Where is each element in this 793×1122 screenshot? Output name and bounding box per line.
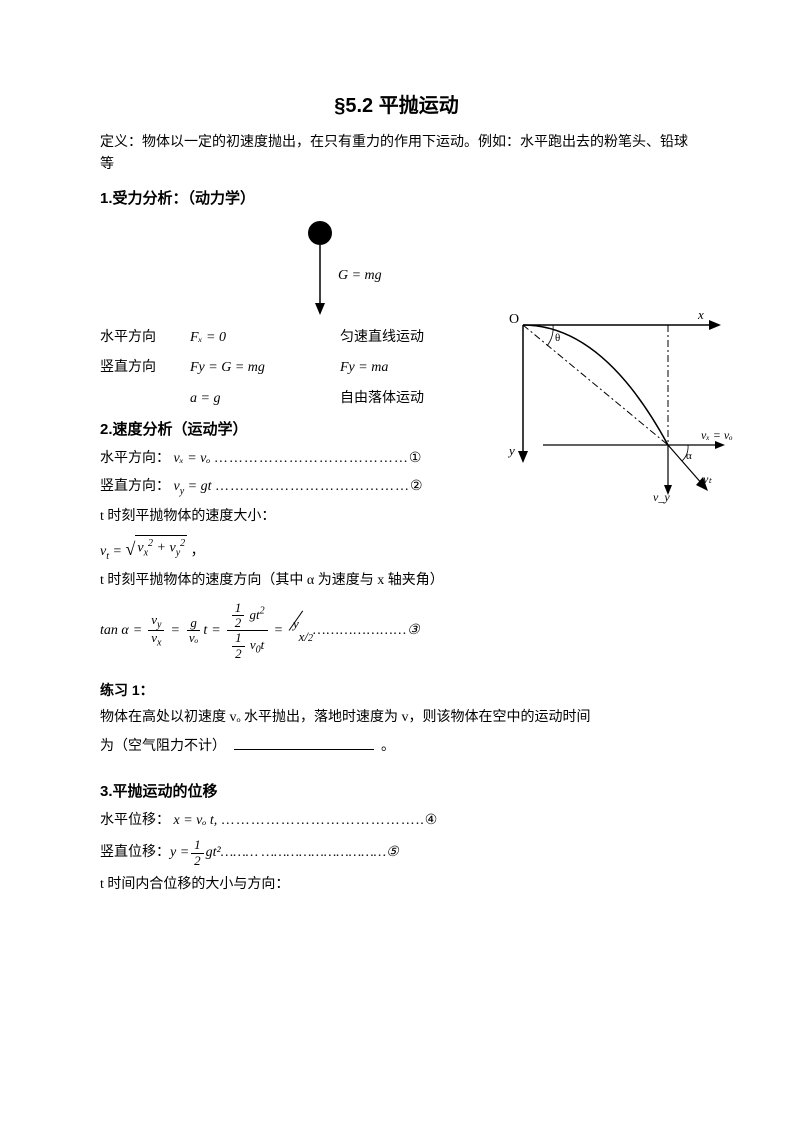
alpha-label: α <box>686 450 692 462</box>
ex1-suffix: 。 <box>381 739 395 754</box>
exercise-1-heading: 练习 1： <box>100 679 693 701</box>
tan-label: tan α <box>100 620 129 642</box>
row-h-label: 水平方向 <box>100 327 190 349</box>
disp-v-label: 竖直位移： <box>100 842 170 864</box>
displacement-vertical: 竖直位移： y = 1 2 gt²……… …………………………⑤ <box>100 838 693 868</box>
vel-h-label: 水平方向： <box>100 451 170 466</box>
force-diagram: G = mg <box>280 219 460 319</box>
vel-v-dots: …………………………………② <box>215 476 424 498</box>
vel-h-eq: vₓ = vₒ <box>174 451 211 466</box>
disp-h-dots: …………………………………..④ <box>221 810 439 832</box>
tan-dots: …………………③ <box>313 620 421 642</box>
vt-label: vₜ <box>703 472 712 486</box>
exercise-1-line2: 为（空气阻力不计） 。 <box>100 736 693 758</box>
tan-diag-frac: y x/2 <box>287 614 313 648</box>
theta-label: θ <box>555 332 560 344</box>
tan-frac-3: 12 gt2 12 v0t <box>227 601 268 661</box>
sqrt-expr: √ vx2 + vy2 <box>125 535 187 564</box>
tan-t: t <box>203 620 207 642</box>
vx-label: vₓ = vₒ <box>701 428 733 442</box>
row-h-eq2: 匀速直线运动 <box>340 327 424 349</box>
displacement-combined-intro: t 时间内合位移的大小与方向： <box>100 874 693 896</box>
disp-v-suffix: gt²……… …………………………⑤ <box>206 842 399 864</box>
vel-v-eq: vy = gt <box>174 479 212 494</box>
row-v-eq1: Fy = G = mg <box>190 357 340 379</box>
vel-v-label: 竖直方向： <box>100 479 170 494</box>
y-axis-label: y <box>507 443 515 458</box>
row-v-label: 竖直方向 <box>100 357 190 379</box>
row-h-eq1: Fₓ = 0 <box>190 327 340 349</box>
gravity-eq-label: G = mg <box>338 268 382 283</box>
disp-h-label: 水平位移： <box>100 813 170 828</box>
speed-magnitude-intro: t 时刻平抛物体的速度大小： <box>100 506 693 528</box>
origin-label: O <box>509 312 519 327</box>
row-v-eq2: Fy = ma <box>340 357 388 379</box>
exercise-1-line1: 物体在高处以初速度 vₒ 水平抛出，落地时速度为 v，则该物体在空中的运动时间 <box>100 707 693 729</box>
section-3-heading: 3.平抛运动的位移 <box>100 780 693 804</box>
tan-frac-2: g vₒ <box>186 616 201 646</box>
disp-v-frac: 1 2 <box>191 838 204 868</box>
tan-frac-1: vy vx <box>148 613 164 649</box>
x-axis-label: x <box>697 307 704 322</box>
section-1-heading: 1.受力分析：（动力学） <box>100 187 693 211</box>
ex1-prefix: 为（空气阻力不计） <box>100 739 226 754</box>
page-title: §5.2 平抛运动 <box>100 90 693 122</box>
definition-text: 定义：物体以一定的初速度抛出，在只有重力的作用下运动。例如：水平跑出去的粉笔头、… <box>100 132 693 177</box>
speed-direction-intro: t 时刻平抛物体的速度方向（其中 α 为速度与 x 轴夹角） <box>100 570 693 592</box>
vt-suffix: ， <box>191 544 205 559</box>
fill-in-blank[interactable] <box>234 749 374 750</box>
displacement-horizontal: 水平位移： x = vₒ t, …………………………………..④ <box>100 810 693 832</box>
tan-alpha-equation: tan α = vy vx = g vₒ t = 12 gt2 12 v0t =… <box>100 601 693 661</box>
vt-prefix: vt = <box>100 544 125 559</box>
disp-h-eq: x = vₒ t, <box>174 813 218 828</box>
speed-magnitude-eq: vt = √ vx2 + vy2 ， <box>100 535 693 565</box>
vel-h-dots: …………………………………① <box>214 448 423 470</box>
row-a-eq1: a = g <box>190 388 340 410</box>
trajectory-diagram: x y O θ vₓ = vₒ v_y vₜ α <box>503 305 733 505</box>
row-a-eq2: 自由落体运动 <box>340 388 424 410</box>
disp-v-prefix: y = <box>170 842 189 864</box>
vy-label: v_y <box>653 490 670 504</box>
